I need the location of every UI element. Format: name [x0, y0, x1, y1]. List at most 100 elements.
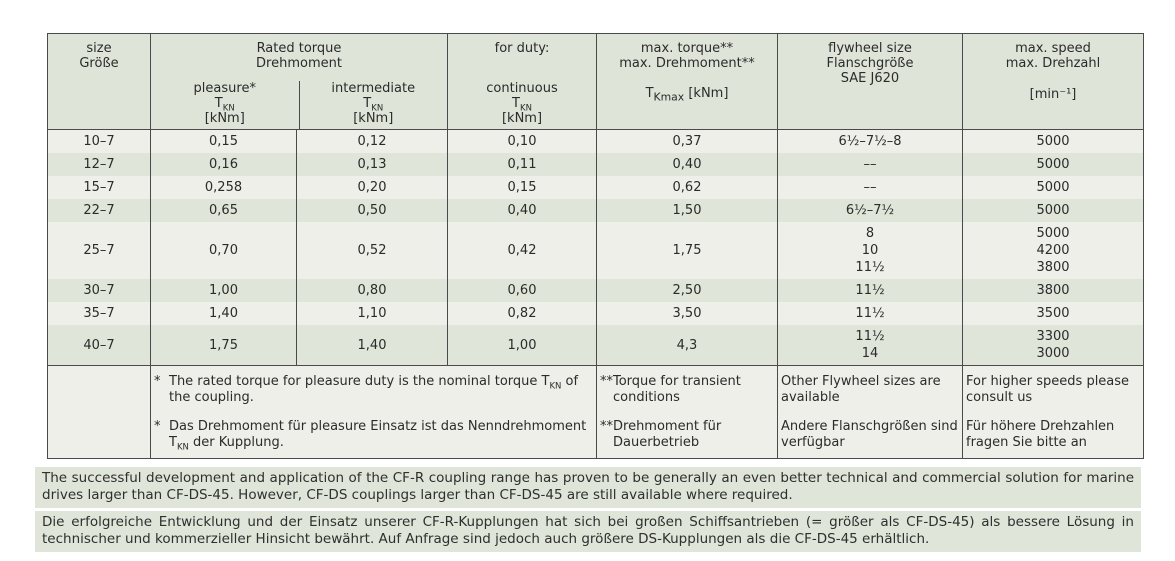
- footnote-row: * The rated torque for pleasure duty is …: [47, 365, 1144, 459]
- header-size-de: Größe: [79, 56, 119, 71]
- cell-speed: 5000: [962, 153, 1144, 176]
- cell-speed: 3800: [962, 279, 1144, 302]
- cell-speed: 3300 3000: [962, 325, 1144, 366]
- footnote-text: Torque for transient conditions: [613, 374, 741, 405]
- footnote-text: The rated torque for pleasure duty is th…: [169, 374, 579, 405]
- table-row: 25–7 0,70 0,52 0,42 1,75 8 10 11½ 5000 4…: [47, 222, 1144, 279]
- footnote-speed: For higher speeds please consult us Für …: [962, 365, 1144, 459]
- header-max-speed-en: max. speed: [1015, 41, 1091, 56]
- header-for-duty: for duty: continuous TKN [kNm]: [447, 33, 597, 130]
- footnote-speed-de: Für höhere Drehzahlen fragen Sie bitte a…: [966, 419, 1115, 450]
- cell-max-torque: 0,37: [596, 129, 778, 153]
- cell-intermediate: 0,12: [296, 129, 448, 153]
- cell-pleasure: 0,65: [150, 199, 297, 222]
- table-row: 22–7 0,65 0,50 0,40 1,50 6½–7½ 5000: [47, 199, 1144, 222]
- header-pleasure-unit: [kNm]: [204, 111, 245, 126]
- header-pleasure-label: pleasure*: [193, 81, 256, 96]
- cell-speed: 5000: [962, 199, 1144, 222]
- cell-flywheel: 6½–7½: [777, 199, 963, 222]
- cell-speed: 5000: [962, 129, 1144, 153]
- footnote-flywheel: Other Flywheel sizes are available Ander…: [777, 365, 963, 459]
- footnote-marker: *: [154, 419, 161, 434]
- table-row: 30–7 1,00 0,80 0,60 2,50 11½ 3800: [47, 279, 1144, 302]
- header-max-torque-en: max. torque**: [640, 41, 734, 56]
- cell-max-torque: 4,3: [596, 325, 778, 366]
- cell-continuous: 0,15: [447, 176, 597, 199]
- cell-size: 12–7: [47, 153, 151, 176]
- cell-size: 30–7: [47, 279, 151, 302]
- header-rated-torque-de: Drehmoment: [256, 56, 342, 71]
- header-pleasure: pleasure* TKN [kNm]: [151, 81, 299, 129]
- description-paragraph-en: The successful development and applicati…: [35, 467, 1141, 508]
- cell-intermediate: 0,13: [296, 153, 448, 176]
- header-for-duty-label: for duty:: [494, 41, 550, 56]
- cell-size: 10–7: [47, 129, 151, 153]
- description-section: The successful development and applicati…: [35, 467, 1141, 552]
- cell-continuous: 0,82: [447, 302, 597, 325]
- header-intermediate: intermediate TKN [kNm]: [298, 81, 448, 129]
- table-row: 15–7 0,258 0,20 0,15 0,62 –– 5000: [47, 176, 1144, 199]
- cell-flywheel: 6½–7½–8: [777, 129, 963, 153]
- cell-max-torque: 0,62: [596, 176, 778, 199]
- footnote-rated-torque: * The rated torque for pleasure duty is …: [150, 365, 597, 459]
- cell-continuous: 0,11: [447, 153, 597, 176]
- header-intermediate-label: intermediate: [331, 81, 416, 96]
- header-rated-torque-group: Rated torque Drehmoment pleasure* TKN [k…: [150, 33, 448, 130]
- cell-intermediate: 0,80: [296, 279, 448, 302]
- cell-speed: 5000: [962, 176, 1144, 199]
- table-row: 40–7 1,75 1,40 1,00 4,3 11½ 14 3300 3000: [47, 325, 1144, 366]
- cell-pleasure: 1,00: [150, 279, 297, 302]
- cell-size: 40–7: [47, 325, 151, 366]
- footnote-pleasure-en: * The rated torque for pleasure duty is …: [154, 374, 592, 406]
- description-paragraph-de: Die erfolgreiche Entwicklung und der Ein…: [35, 511, 1141, 552]
- cell-flywheel: ––: [777, 176, 963, 199]
- cell-max-torque: 2,50: [596, 279, 778, 302]
- cell-intermediate: 0,20: [296, 176, 448, 199]
- cell-speed: 3500: [962, 302, 1144, 325]
- cell-flywheel: ––: [777, 153, 963, 176]
- header-flywheel-de: Flanschgröße: [826, 56, 914, 71]
- table-row: 12–7 0,16 0,13 0,11 0,40 –– 5000: [47, 153, 1144, 176]
- table-row: 10–7 0,15 0,12 0,10 0,37 6½–7½–8 5000: [47, 129, 1144, 153]
- footnote-flywheel-en: Other Flywheel sizes are available: [781, 374, 941, 405]
- footnote-pleasure-de: * Das Drehmoment für pleasure Einsatz is…: [154, 419, 592, 452]
- header-rated-torque-en: Rated torque: [256, 41, 342, 56]
- header-max-torque: max. torque** max. Drehmoment** TKmax [k…: [596, 33, 778, 130]
- cell-intermediate: 1,40: [296, 325, 448, 366]
- header-continuous-symbol: TKN: [512, 96, 532, 114]
- cell-max-torque: 1,75: [596, 222, 778, 279]
- cell-pleasure: 0,258: [150, 176, 297, 199]
- cell-max-torque: 3,50: [596, 302, 778, 325]
- footnote-marker: **: [600, 374, 613, 389]
- header-intermediate-symbol: TKN: [363, 96, 384, 114]
- cell-pleasure: 1,40: [150, 302, 297, 325]
- header-continuous-unit: [kNm]: [501, 111, 543, 126]
- coupling-spec-table: size Größe Rated torque Drehmoment pleas…: [47, 33, 1144, 459]
- footnote-max-torque-de: ** Drehmoment für Dauerbetrieb: [600, 419, 773, 451]
- cell-flywheel: 11½ 14: [777, 325, 963, 366]
- footnote-text: Drehmoment für Dauerbetrieb: [613, 419, 722, 450]
- footnote-empty-cell: [47, 365, 151, 459]
- cell-max-torque: 0,40: [596, 153, 778, 176]
- footnote-marker: **: [600, 419, 613, 434]
- header-continuous-label: continuous: [486, 81, 558, 96]
- table-row: 35–7 1,40 1,10 0,82 3,50 11½ 3500: [47, 302, 1144, 325]
- header-intermediate-unit: [kNm]: [353, 111, 394, 126]
- footnote-marker: *: [154, 374, 161, 389]
- footnote-max-torque-en: ** Torque for transient conditions: [600, 374, 773, 406]
- cell-size: 35–7: [47, 302, 151, 325]
- cell-continuous: 0,60: [447, 279, 597, 302]
- header-flywheel-en: flywheel size: [828, 41, 912, 56]
- header-size-en: size: [86, 41, 112, 56]
- cell-continuous: 0,10: [447, 129, 597, 153]
- header-pleasure-symbol: TKN: [214, 96, 235, 114]
- cell-intermediate: 1,10: [296, 302, 448, 325]
- footnote-max-torque: ** Torque for transient conditions ** Dr…: [596, 365, 778, 459]
- footnote-flywheel-de: Andere Flanschgrößen sind verfügbar: [781, 419, 958, 450]
- cell-size: 25–7: [47, 222, 151, 279]
- header-size: size Größe: [47, 33, 151, 130]
- cell-continuous: 0,40: [447, 199, 597, 222]
- cell-size: 22–7: [47, 199, 151, 222]
- header-max-speed: max. speed max. Drehzahl [min⁻¹]: [962, 33, 1144, 130]
- header-max-torque-symbol: TKmax [kNm]: [645, 86, 729, 104]
